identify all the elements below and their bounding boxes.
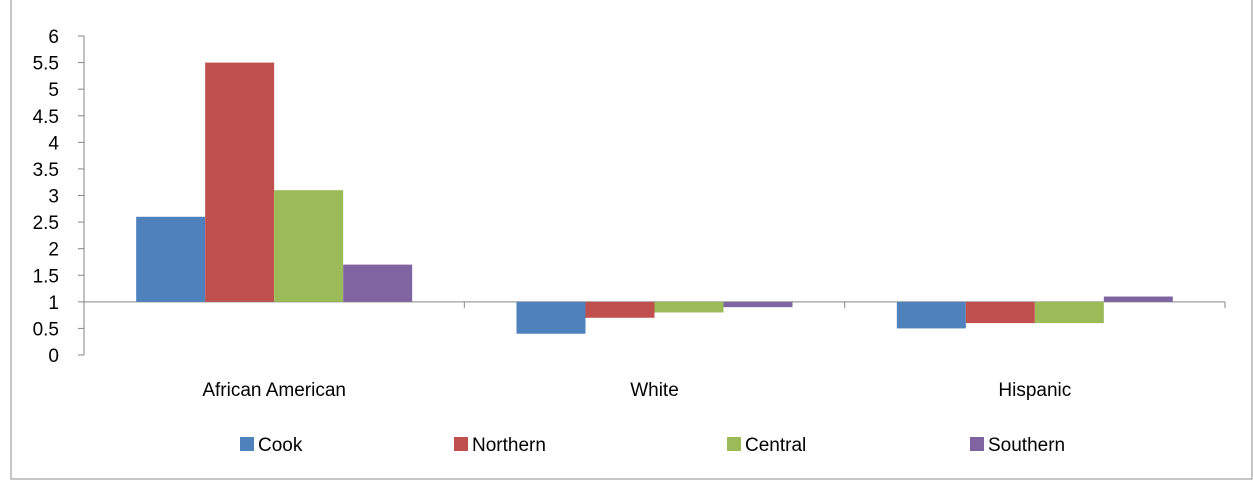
category-label: African American [202, 380, 346, 401]
bar-northern-white [585, 301, 655, 318]
bar-central-african-american [274, 190, 344, 302]
y-tick-label: 5 [48, 80, 59, 101]
y-tick-label: 0.5 [33, 319, 59, 340]
category-label: Hispanic [998, 380, 1071, 401]
bar-cook-hispanic [896, 301, 966, 329]
y-tick-label: 4 [48, 133, 59, 154]
bar-northern-hispanic [965, 301, 1035, 324]
y-tick-label: 2.5 [33, 213, 59, 234]
bar-cook-african-american [136, 216, 206, 302]
legend-label-central: Central [745, 435, 806, 456]
bar-southern-african-american [343, 264, 413, 302]
bar-southern-white [723, 301, 793, 308]
bars [136, 62, 1173, 334]
bar-central-white [654, 301, 724, 313]
legend-swatch-cook [240, 437, 254, 451]
bar-northern-african-american [205, 62, 275, 302]
legend-swatch-central [727, 437, 741, 451]
bar-cook-white [516, 301, 586, 334]
bar-central-hispanic [1034, 301, 1104, 324]
legend-label-northern: Northern [472, 435, 546, 456]
y-tick-label: 3.5 [33, 160, 59, 181]
y-tick-label: 1.5 [33, 266, 59, 287]
legend-swatch-southern [970, 437, 984, 451]
y-tick-label: 2 [48, 240, 59, 261]
y-tick-label: 3 [48, 187, 59, 208]
y-tick-label: 1 [48, 293, 59, 314]
category-label: White [630, 380, 679, 401]
legend-label-southern: Southern [988, 435, 1065, 456]
category-labels: African American White Hispanic [202, 380, 1071, 401]
y-tick-label: 5.5 [33, 54, 59, 75]
legend-label-cook: Cook [258, 435, 303, 456]
legend: Cook Northern Central Southern [240, 435, 1065, 456]
legend-swatch-northern [454, 437, 468, 451]
y-axis: 0 0.5 1 1.5 2 2.5 3 3.5 4 4.5 5 5.5 6 [33, 27, 85, 367]
y-tick-label: 6 [48, 27, 59, 48]
y-tick-label: 4.5 [33, 107, 59, 128]
y-tick-label: 0 [48, 346, 59, 367]
bar-southern-hispanic [1103, 296, 1173, 302]
